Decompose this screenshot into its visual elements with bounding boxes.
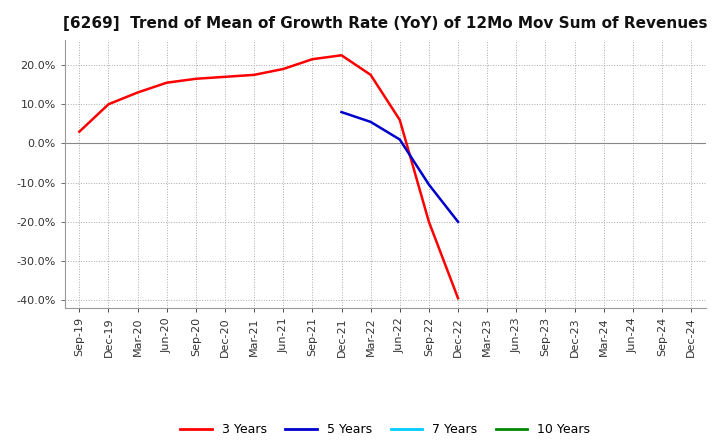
Legend: 3 Years, 5 Years, 7 Years, 10 Years: 3 Years, 5 Years, 7 Years, 10 Years [176, 418, 595, 440]
Title: [6269]  Trend of Mean of Growth Rate (YoY) of 12Mo Mov Sum of Revenues: [6269] Trend of Mean of Growth Rate (YoY… [63, 16, 708, 32]
